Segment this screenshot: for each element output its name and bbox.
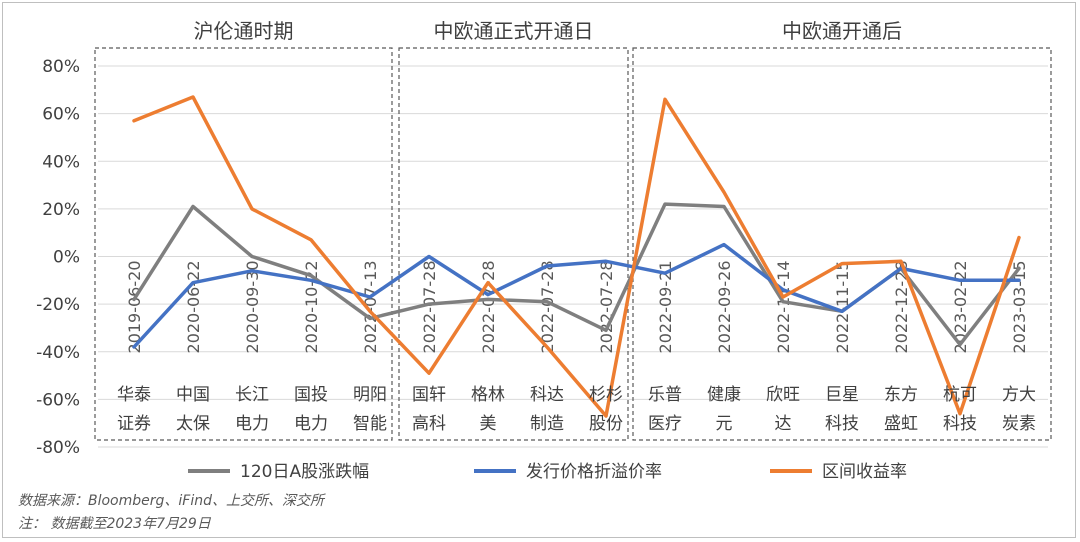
legend-label: 发行价格折溢价率	[526, 462, 662, 482]
y-tick-label: 60%	[42, 105, 80, 125]
company-label: 盛虹	[884, 414, 918, 434]
company-label: 长江	[235, 385, 269, 405]
company-label: 智能	[353, 414, 387, 434]
period-box	[94, 47, 393, 441]
company-label: 元	[716, 414, 733, 434]
date-label: 2022-07-28	[479, 261, 498, 354]
date-label: 2022-07-13	[361, 261, 380, 354]
series-lines	[132, 95, 1021, 418]
company-label: 乐普	[648, 385, 682, 405]
period-box	[398, 47, 629, 441]
date-label: 2022-11-15	[833, 261, 852, 354]
y-axis-ticks: 80% 60% 40% 20% 0% -20% -40% -60% -80%	[36, 57, 80, 458]
company-label: 高科	[412, 414, 446, 434]
y-tick-label: -60%	[36, 390, 80, 410]
company-label: 格林	[471, 385, 505, 405]
source-note: 数据来源：Bloomberg、iFind、上交所、深交所	[18, 493, 326, 509]
date-label: 2022-12-28	[892, 261, 911, 354]
company-label: 巨星	[825, 385, 859, 405]
date-label: 2020-06-22	[184, 261, 203, 354]
company-label: 达	[775, 414, 792, 434]
date-label: 2019-06-20	[125, 261, 144, 354]
legend-label: 区间收益率	[822, 462, 907, 482]
series-line-1	[132, 242, 1021, 349]
period-title: 沪伦通时期	[194, 19, 294, 43]
period-box	[632, 47, 1052, 441]
company-label: 方大	[1002, 385, 1036, 405]
company-label: 证券	[117, 414, 151, 434]
company-label: 美	[480, 414, 497, 434]
company-label: 杉杉	[589, 385, 623, 405]
company-label: 健康	[707, 385, 741, 405]
period-title: 中欧通开通后	[782, 19, 902, 43]
company-label: 股份	[589, 414, 623, 434]
legend-label: 120日A股涨跌幅	[240, 462, 369, 482]
date-label: 2022-09-26	[715, 261, 734, 354]
date-label: 2022-09-21	[656, 261, 675, 354]
period-title: 中欧通正式开通日	[434, 19, 594, 43]
period-boxes: 沪伦通时期 中欧通正式开通日 中欧通开通后	[94, 19, 1052, 441]
company-label: 国轩	[412, 385, 446, 405]
date-label: 2022-11-14	[774, 261, 793, 354]
date-label: 2022-07-28	[420, 261, 439, 354]
y-tick-label: 20%	[42, 200, 80, 220]
series-line-2	[132, 95, 1021, 418]
y-tick-label: -40%	[36, 343, 80, 363]
company-label: 医疗	[648, 414, 682, 434]
company-label: 太保	[176, 414, 210, 434]
date-label: 2022-07-28	[538, 261, 557, 354]
company-label: 中国	[176, 385, 210, 405]
date-label: 2020-10-22	[302, 261, 321, 354]
y-tick-label: 0%	[53, 248, 80, 268]
company-label: 东方	[884, 385, 918, 405]
company-label: 华泰	[117, 385, 151, 405]
date-label: 2023-02-22	[951, 261, 970, 354]
company-label: 炭素	[1002, 414, 1036, 434]
company-label: 科达	[530, 385, 564, 405]
company-label: 电力	[294, 414, 328, 434]
y-tick-label: -80%	[36, 438, 80, 458]
footnote: 注： 数据截至2023年7月29日	[18, 516, 212, 532]
date-labels: 2019-06-20 2020-06-22 2020-09-30 2020-10-22…	[125, 261, 1029, 354]
company-label: 杭可	[943, 385, 977, 405]
company-label: 科技	[825, 414, 859, 434]
company-label: 欣旺	[766, 385, 800, 405]
company-label: 明阳	[353, 385, 387, 405]
y-tick-label: 40%	[42, 152, 80, 172]
date-label: 2020-09-30	[243, 261, 262, 354]
date-label: 2022-07-28	[597, 261, 616, 354]
y-tick-label: -20%	[36, 295, 80, 315]
y-tick-label: 80%	[42, 57, 80, 77]
company-label: 科技	[943, 414, 977, 434]
company-label: 国投	[294, 385, 328, 405]
date-label: 2023-03-15	[1010, 261, 1029, 354]
company-label: 制造	[530, 414, 564, 434]
company-label: 电力	[235, 414, 269, 434]
legend: 120日A股涨跌幅 发行价格折溢价率 区间收益率	[188, 462, 907, 482]
